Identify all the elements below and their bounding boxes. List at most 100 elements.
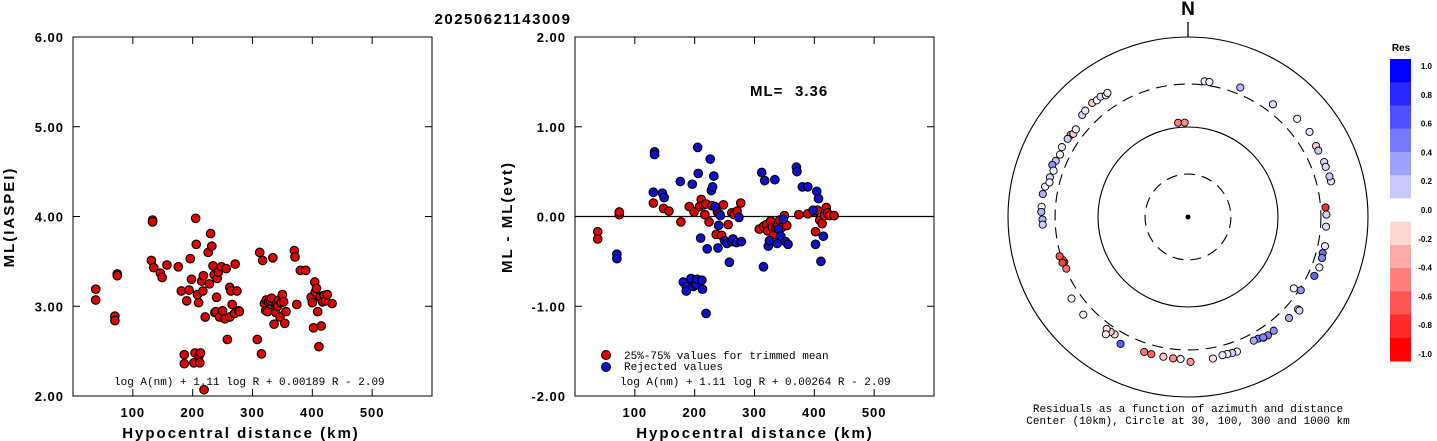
data-point [222, 334, 233, 345]
chart1-points [90, 213, 337, 395]
data-point [699, 209, 710, 220]
colorbar-swatch [1390, 198, 1411, 223]
station-point [1320, 242, 1330, 251]
data-point [810, 239, 821, 250]
data-point [227, 299, 238, 310]
station-point [1205, 77, 1214, 87]
data-point [818, 231, 829, 242]
data-point [198, 270, 209, 281]
colorbar-tick-label: 0.2 [1421, 177, 1433, 186]
data-point [252, 334, 263, 345]
x-tick-label: 300 [240, 405, 265, 420]
data-point [195, 348, 206, 358]
data-point [176, 286, 187, 296]
data-point [269, 319, 279, 330]
y-tick-label: 2.00 [537, 30, 566, 45]
data-point [205, 228, 216, 239]
colorbar-swatch [1390, 221, 1411, 246]
distance-ring [1097, 126, 1279, 308]
data-point [612, 253, 622, 264]
colorbar-tick-label: -0.8 [1418, 321, 1432, 330]
legend-marker-trimmed [601, 350, 611, 360]
data-point [664, 206, 674, 216]
colorbar-tick-label: 0.0 [1421, 206, 1433, 215]
colorbar-labels: 1.0 0.8 0.6 0.4 0.2 0.0 -0.2 -0.4 -0.6 -0.8 -1.0 [1418, 62, 1432, 359]
x-tick-label: 400 [300, 405, 325, 420]
chart1-y-axis-title: ML(IASPEI) [1, 167, 18, 268]
station-point [1071, 125, 1080, 134]
data-point [257, 255, 268, 266]
data-point [221, 263, 232, 274]
data-point [179, 349, 190, 360]
station-point [1101, 330, 1110, 339]
residual-vs-distance-chart: 100 200 300 400 500 -2.00 -1.00 0.00 1.00 2.00 Hy… [499, 30, 935, 441]
data-point [713, 220, 724, 231]
y-tick-label: 3.00 [35, 299, 64, 314]
data-point [687, 179, 698, 190]
data-point [802, 182, 813, 192]
chart1-frame [72, 36, 433, 397]
data-point [708, 171, 719, 181]
station-point [1081, 106, 1090, 115]
station-point [1140, 347, 1149, 356]
y-tick-label: 2.00 [35, 389, 64, 404]
colorbar-swatch [1390, 175, 1411, 199]
polar-caption-line1: Residuals as a function of azimuth and d… [1033, 404, 1343, 416]
station-point [1079, 310, 1088, 319]
station-point [1284, 313, 1294, 323]
data-point [810, 226, 821, 237]
data-point [185, 253, 196, 264]
station-point [1159, 352, 1168, 361]
data-point [648, 187, 659, 198]
data-point [692, 142, 703, 153]
data-point [199, 384, 209, 395]
residual-colorbar: Res 1.0 0.8 0.6 0.4 0.2 0.0 -0.2 -0.4 -0.6 -0.8 -1… [1390, 43, 1433, 362]
data-point [278, 296, 289, 307]
distance-ring [1144, 173, 1232, 261]
colorbar-swatch [1390, 268, 1411, 292]
colorbar-tick-label: -0.4 [1418, 264, 1432, 273]
y-tick-label: 0.00 [537, 210, 566, 225]
data-point [734, 212, 744, 223]
data-point [162, 260, 172, 270]
event-title: 20250621143009 [435, 11, 572, 28]
ml-annotation-label: ML= [750, 83, 783, 100]
colorbar-swatch [1390, 244, 1411, 269]
station-point [1236, 83, 1245, 92]
station-point [1296, 286, 1305, 295]
data-point [90, 284, 101, 295]
chart2-points [592, 142, 839, 319]
station-point [1259, 333, 1268, 342]
data-point [234, 306, 245, 317]
x-tick-label: 200 [180, 405, 205, 420]
colorbar-swatch [1390, 151, 1411, 176]
station-point [1305, 127, 1314, 136]
data-point [232, 286, 242, 296]
legend-marker-rejected [601, 362, 611, 372]
chart2-x-axis-title: Hypocentral distance (km) [636, 425, 874, 441]
azimuth-residual-map: N Residuals as a function of azimuth and… [1007, 0, 1369, 428]
colorbar-tick-label: 0.8 [1421, 91, 1433, 100]
data-point [181, 296, 192, 306]
chart1-ticks: 100 200 300 400 500 2.00 3.00 4.00 5.00 6.00 [35, 30, 432, 420]
colorbar-tick-label: -1.0 [1418, 350, 1432, 359]
data-point [758, 261, 769, 272]
data-point [723, 219, 734, 230]
colorbar-swatch [1390, 128, 1411, 153]
data-point [110, 315, 120, 326]
station-point [1325, 172, 1334, 181]
station-point [1045, 178, 1054, 187]
colorbar-swatch [1390, 291, 1411, 316]
data-point [147, 217, 158, 227]
station-point [1269, 326, 1278, 335]
data-point [817, 218, 827, 229]
data-point [291, 299, 302, 310]
station-point [1315, 263, 1324, 272]
chart1-x-axis-title: Hypocentral distance (km) [122, 425, 360, 441]
legend-label-trimmed: 25%-75% values for trimmed mean [624, 351, 829, 363]
station-point [1063, 134, 1072, 143]
x-tick-label: 100 [622, 405, 647, 420]
data-point [697, 284, 708, 295]
data-point [190, 213, 201, 224]
